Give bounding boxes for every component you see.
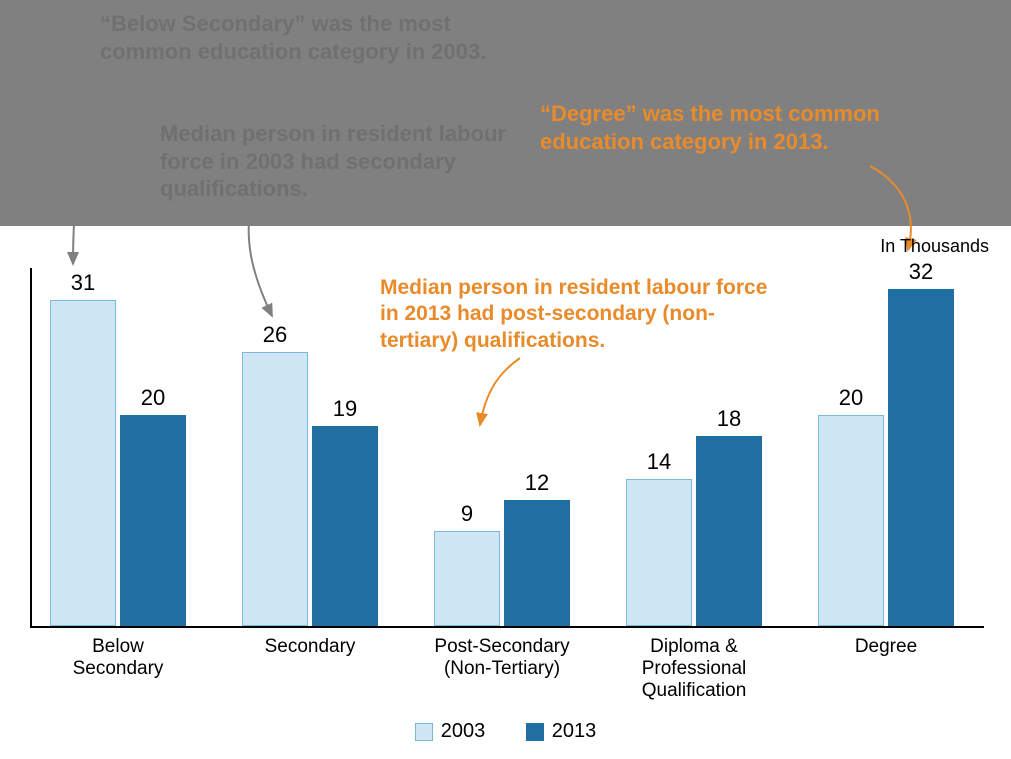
bar-2013 (504, 500, 570, 626)
legend-swatch-2003 (415, 723, 433, 741)
category-label: Post-Secondary(Non-Tertiary) (412, 636, 592, 680)
bar-value-2003: 9 (434, 501, 500, 527)
legend-label-2003: 2003 (441, 720, 486, 743)
bar-2003 (50, 300, 116, 626)
bar-value-2013: 20 (120, 385, 186, 411)
stage: “Below Secondary” was the most common ed… (0, 0, 1011, 759)
category-label: Diploma &ProfessionalQualification (604, 636, 784, 702)
bar-value-2003: 14 (626, 449, 692, 475)
chart-area: 3120261991214182032 (30, 268, 984, 628)
bar-2003 (242, 352, 308, 626)
bar-2003 (626, 479, 692, 626)
legend-item-2003: 2003 (415, 720, 486, 743)
bar-value-2013: 32 (888, 259, 954, 285)
legend: 2003 2013 (0, 720, 1011, 746)
y-axis (30, 268, 32, 628)
bar-2003 (818, 415, 884, 626)
bar-value-2003: 26 (242, 322, 308, 348)
category-label: BelowSecondary (28, 636, 208, 680)
category-label: Secondary (220, 636, 400, 658)
bar-2013 (312, 426, 378, 626)
bar-2013 (888, 289, 954, 626)
bar-value-2003: 20 (818, 385, 884, 411)
bar-value-2013: 12 (504, 470, 570, 496)
legend-label-2013: 2013 (552, 720, 597, 743)
bar-2003 (434, 531, 500, 626)
legend-item-2013: 2013 (526, 720, 597, 743)
bar-2013 (120, 415, 186, 626)
bar-value-2013: 19 (312, 396, 378, 422)
bar-2013 (696, 436, 762, 626)
unit-label: In Thousands (880, 236, 989, 257)
legend-swatch-2013 (526, 723, 544, 741)
bar-value-2013: 18 (696, 406, 762, 432)
bar-value-2003: 31 (50, 270, 116, 296)
category-label: Degree (796, 636, 976, 658)
x-axis (30, 626, 984, 628)
